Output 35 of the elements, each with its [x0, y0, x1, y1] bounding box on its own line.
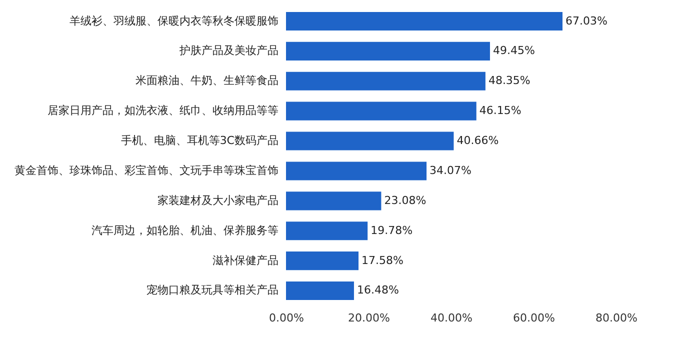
y-tick-label: 米面粮油、牛奶、生鲜等食品 — [136, 74, 278, 88]
data-label: 19.78% — [370, 224, 413, 237]
x-tick-label: 80.00% — [596, 312, 638, 324]
data-label: 40.66% — [456, 134, 499, 148]
y-tick-label: 黄金首饰、珍珠饰品、彩宝首饰、文玩手串等珠宝首饰 — [14, 164, 278, 177]
bar — [286, 72, 486, 90]
data-label: 49.45% — [492, 44, 535, 58]
bar — [286, 132, 454, 150]
y-tick-label: 汽车周边，如轮胎、机油、保养服务等 — [92, 224, 278, 237]
bar — [286, 102, 476, 120]
y-tick-label: 宠物口粮及玩具等相关产品 — [146, 284, 278, 297]
y-tick-label: 护肤产品及美妆产品 — [178, 44, 278, 58]
y-tick-label: 居家日用产品，如洗衣液、纸巾、收纳用品等等 — [48, 104, 278, 118]
bar — [286, 12, 562, 31]
data-label: 34.07% — [430, 164, 472, 177]
y-tick-label: 家装建材及大小家电产品 — [158, 194, 278, 207]
x-tick-label: 0.00% — [269, 312, 304, 324]
x-tick-label: 20.00% — [348, 312, 390, 324]
bar — [286, 192, 382, 210]
y-tick-label: 手机、电脑、耳机等3C数码产品 — [120, 134, 278, 148]
bar — [286, 252, 359, 270]
data-label: 16.48% — [356, 284, 399, 297]
bar — [286, 222, 368, 240]
data-label: 23.08% — [384, 194, 426, 207]
x-tick-label: 60.00% — [513, 312, 555, 324]
bar — [286, 162, 427, 180]
x-tick-label: 40.00% — [430, 312, 472, 324]
y-tick-label: 羊绒衫、羽绒服、保暖内衣等秋冬保暖服饰 — [70, 14, 278, 28]
data-label: 48.35% — [488, 74, 530, 88]
data-label: 46.15% — [479, 104, 522, 118]
y-tick-label: 滋补保健产品 — [212, 254, 278, 267]
bar — [286, 42, 490, 60]
data-label: 17.58% — [362, 254, 404, 267]
data-label: 67.03% — [566, 14, 608, 28]
bar — [286, 281, 354, 300]
